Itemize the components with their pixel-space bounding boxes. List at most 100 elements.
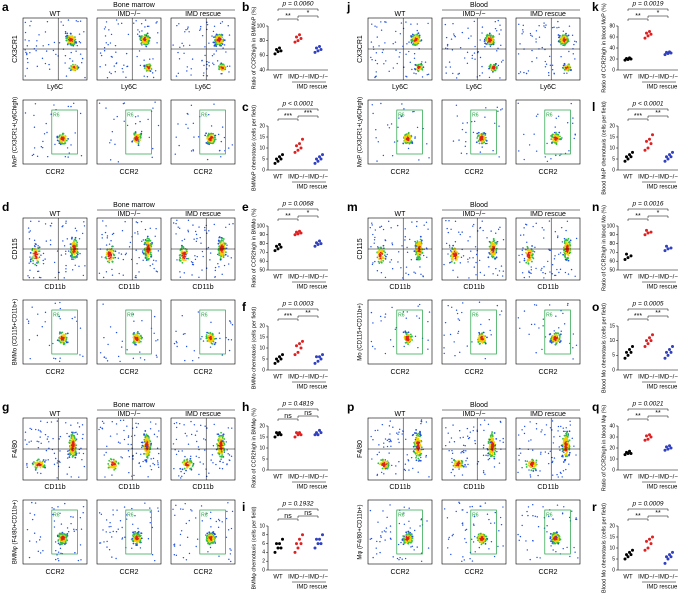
flow-event — [34, 264, 36, 266]
flow-event — [180, 260, 182, 262]
flow-event — [115, 250, 117, 252]
flow-event — [30, 21, 31, 22]
flow-event — [212, 62, 213, 63]
flow-event — [80, 53, 81, 54]
flow-event — [148, 26, 149, 27]
flow-event — [35, 103, 36, 104]
flow-event — [228, 25, 229, 26]
flow-event — [38, 447, 39, 448]
flow-event — [105, 26, 106, 27]
panel-letter: j — [346, 0, 350, 14]
flow-event — [193, 238, 194, 239]
gate-label: R6 — [398, 112, 405, 118]
flow-event — [40, 536, 41, 537]
flow-event — [105, 358, 106, 359]
flow-event — [102, 421, 103, 422]
flow-event — [106, 251, 108, 253]
flow-event — [380, 103, 381, 104]
flow-event — [210, 338, 212, 340]
flow-event — [74, 64, 76, 66]
flow-event — [226, 518, 227, 519]
flow-event — [123, 420, 124, 421]
flow-event — [109, 532, 110, 533]
flow-event — [126, 426, 127, 427]
flow-event — [397, 127, 398, 128]
flow-event — [176, 342, 177, 343]
flow-event — [141, 30, 142, 31]
flow-event — [62, 535, 64, 537]
flow-event — [62, 240, 63, 241]
flow-event — [208, 531, 210, 533]
flow-event — [46, 450, 47, 451]
flow-event — [38, 271, 39, 272]
flow-event — [539, 36, 540, 37]
flow-event — [222, 274, 223, 275]
flow-event — [78, 560, 79, 561]
flow-event — [133, 543, 135, 545]
flow-event — [492, 36, 494, 38]
flow-event — [182, 450, 183, 451]
flow-event — [32, 257, 34, 259]
flow-event — [53, 358, 54, 359]
flow-event — [181, 240, 182, 241]
flow-event — [229, 454, 230, 455]
flow-event — [122, 537, 123, 538]
flow-event — [139, 35, 141, 37]
flow-event — [480, 57, 481, 58]
flow-event — [112, 257, 114, 259]
flow-event — [146, 239, 148, 241]
flow-event — [54, 520, 55, 521]
flow-event — [228, 427, 229, 428]
flow-event — [229, 65, 230, 66]
flow-event — [212, 338, 214, 340]
flow-event — [208, 139, 210, 141]
flow-event — [156, 42, 157, 43]
flow-event — [474, 52, 475, 53]
flow-event — [74, 432, 75, 433]
flow-event — [187, 26, 188, 27]
flow-event — [148, 247, 150, 249]
flow-event — [227, 255, 228, 256]
flow-event — [183, 247, 185, 249]
flow-event — [65, 221, 66, 222]
flow-event — [148, 244, 150, 246]
flow-event — [545, 24, 546, 25]
flow-event — [185, 124, 186, 125]
flow-event — [204, 449, 205, 450]
flow-event — [135, 116, 136, 117]
flow-event — [147, 251, 148, 252]
flow-event — [153, 333, 154, 334]
flow-event — [34, 533, 35, 534]
flow-event — [36, 441, 37, 442]
flow-event — [140, 466, 141, 467]
flow-event — [228, 339, 229, 340]
flow-event — [45, 31, 46, 32]
flow-event — [205, 534, 206, 535]
flow-event — [117, 462, 119, 464]
flow-event — [35, 50, 36, 51]
flow-event — [178, 475, 179, 476]
flow-event — [474, 46, 475, 47]
flow-event — [467, 63, 468, 64]
flow-event — [61, 254, 62, 255]
flow-event — [198, 277, 199, 278]
flow-event — [43, 260, 44, 261]
flow-event — [218, 65, 220, 67]
flow-event — [84, 466, 85, 467]
flow-event — [387, 124, 388, 125]
flow-event — [109, 142, 110, 143]
flow-event — [191, 274, 192, 275]
flow-event — [206, 538, 208, 540]
flow-event — [74, 451, 76, 453]
flow-event — [65, 543, 66, 544]
flow-event — [135, 277, 136, 278]
flow-event — [109, 243, 110, 244]
flow-event — [146, 37, 148, 39]
flow-event — [372, 113, 373, 114]
flow-event — [147, 32, 149, 34]
flow-event — [183, 461, 185, 463]
flow-event — [190, 460, 192, 462]
flow-event — [153, 77, 154, 78]
flow-event — [218, 42, 220, 44]
flow-event — [134, 140, 136, 142]
